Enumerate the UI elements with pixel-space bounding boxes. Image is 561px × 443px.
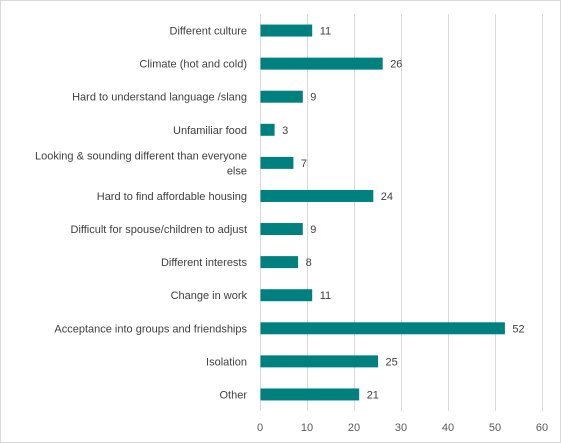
data-label: 3 (282, 125, 288, 137)
data-label: 11 (320, 290, 331, 302)
category-label-line: Unfamiliar food (173, 125, 247, 137)
category-label: Other (219, 389, 247, 401)
data-label: 25 (386, 356, 398, 368)
data-label: 11 (320, 26, 331, 38)
category-label-line: else (227, 165, 247, 177)
category-label-line: Hard to understand language /slang (72, 92, 247, 104)
category-label-line: Isolation (206, 356, 247, 368)
category-label-line: Difficult for spouse/children to adjust (71, 224, 248, 236)
x-tick-label: 20 (348, 422, 360, 434)
category-label-line: Different interests (161, 257, 248, 269)
bar (260, 90, 303, 103)
category-label: Looking & sounding different than everyo… (35, 150, 247, 177)
bar (260, 256, 299, 269)
category-label-line: Hard to find affordable housing (97, 191, 247, 203)
bar (260, 156, 294, 169)
bar (260, 355, 378, 368)
bar (260, 123, 275, 136)
data-label: 9 (310, 92, 316, 104)
data-label: 9 (310, 224, 316, 236)
category-label: Different culture (170, 26, 247, 38)
category-label-line: Different culture (170, 26, 247, 38)
data-label: 52 (512, 323, 524, 335)
category-label: Hard to find affordable housing (97, 191, 247, 203)
bar (260, 189, 374, 202)
bar (260, 24, 313, 37)
data-label: 24 (381, 191, 393, 203)
bar (260, 223, 303, 236)
x-tick-label: 30 (395, 422, 407, 434)
category-label-line: Climate (hot and cold) (139, 59, 247, 71)
data-label: 26 (390, 59, 402, 71)
x-tick-label: 60 (536, 422, 548, 434)
x-tick-label: 0 (257, 422, 263, 434)
category-label: Isolation (206, 356, 247, 368)
category-label: Unfamiliar food (173, 125, 247, 137)
x-tick-label: 40 (442, 422, 454, 434)
data-label: 7 (301, 158, 307, 170)
category-label: Change in work (171, 290, 248, 302)
bar (260, 388, 360, 401)
bar (260, 57, 383, 70)
x-tick-label: 50 (489, 422, 501, 434)
x-tick-label: 10 (301, 422, 313, 434)
bar (260, 289, 313, 302)
category-label-line: Change in work (171, 290, 248, 302)
category-label: Difficult for spouse/children to adjust (71, 224, 248, 236)
data-label: 21 (367, 389, 379, 401)
data-label: 8 (306, 257, 312, 269)
category-label-line: Other (219, 389, 247, 401)
category-label: Climate (hot and cold) (139, 59, 247, 71)
category-label-line: Acceptance into groups and friendships (54, 323, 247, 335)
category-label: Different interests (161, 257, 248, 269)
category-label: Hard to understand language /slang (72, 92, 247, 104)
bar (260, 322, 505, 335)
category-label-line: Looking & sounding different than everyo… (35, 150, 247, 162)
category-label: Acceptance into groups and friendships (54, 323, 247, 335)
